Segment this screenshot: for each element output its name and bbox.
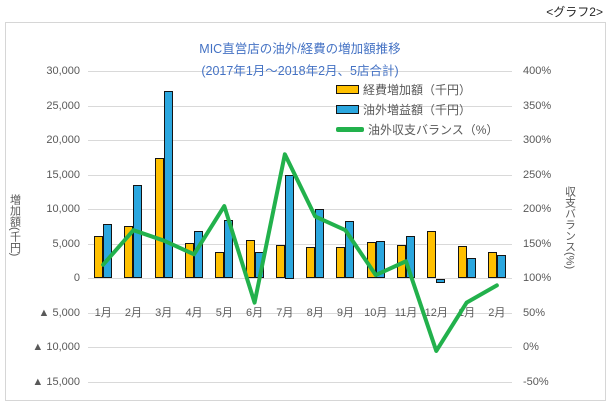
expense-increase-bar (306, 246, 316, 279)
nonfuel-profit-bar (496, 255, 506, 279)
legend-item: 油外増益額（千円） (336, 100, 471, 118)
expense-increase-bar (275, 245, 285, 279)
y-axis-right-tick: 50% (523, 306, 546, 319)
gridline (88, 209, 512, 210)
gridline (88, 347, 512, 348)
x-axis-category-label: 8月 (306, 307, 324, 319)
x-axis-category-label: 3月 (155, 307, 173, 319)
y-axis-right-title: 収支バランス(%) (563, 185, 576, 270)
nonfuel-profit-bar (315, 208, 325, 279)
expense-increase-bar (94, 235, 104, 279)
nonfuel-profit-bar (406, 235, 415, 279)
y-axis-right-tick: 250% (523, 168, 552, 181)
expense-increase-bar (397, 244, 406, 279)
y-axis-right-tick: 300% (523, 134, 552, 146)
y-axis-right-tick: -50% (523, 375, 549, 388)
expense-increase-bar (215, 251, 225, 279)
nonfuel-profit-bar (284, 175, 294, 279)
x-axis-category-label: 7月 (276, 307, 294, 319)
y-axis-left-tick: ▲ 5,000 (38, 306, 80, 319)
y-axis-left-tick: 10,000 (46, 203, 80, 215)
y-axis-left-tick: 0 (73, 272, 80, 284)
expense-increase-bar (427, 230, 437, 279)
gridline (88, 140, 512, 141)
x-axis-category-label: 1月 (458, 307, 476, 319)
x-axis-category-label: 12月 (424, 307, 448, 319)
nonfuel-profit-bar (345, 220, 355, 279)
nonfuel-profit-bar (163, 90, 173, 279)
nonfuel-profit-bar (375, 240, 385, 279)
x-axis-category-label: 9月 (336, 307, 354, 319)
nonfuel-profit-bar (103, 223, 113, 279)
nonfuel-profit-bar (224, 219, 234, 279)
y-axis-left-tick: 30,000 (46, 65, 80, 77)
nonfuel-profit-bar (133, 185, 143, 279)
x-axis-category-label: 2月 (488, 307, 506, 319)
y-axis-left-tick: 25,000 (46, 99, 80, 112)
nonfuel-profit-bar (194, 230, 203, 279)
expense-increase-bar (366, 241, 376, 279)
nonfuel-profit-bar (254, 252, 264, 279)
y-axis-right-tick: 100% (523, 272, 552, 284)
x-axis-category-label: 10月 (364, 307, 388, 319)
legend-label: 油外収支バランス（%） (368, 122, 499, 137)
chart-title: MIC直営店の油外/経費の増加額推移 (199, 42, 401, 56)
y-axis-right-tick: 200% (523, 203, 552, 215)
gridline (88, 71, 512, 72)
legend-label: 経費増加額（千円） (363, 82, 472, 97)
legend-bar-swatch-icon (336, 104, 359, 114)
gridline (88, 174, 512, 176)
x-axis-category-label: 11月 (394, 307, 418, 319)
y-axis-left-title: 増加額(千円) (8, 193, 21, 257)
expense-increase-bar (487, 252, 497, 279)
expense-increase-bar (245, 239, 255, 279)
y-axis-left-tick: ▲ 10,000 (32, 341, 80, 353)
legend-label: 油外増益額（千円） (363, 102, 472, 117)
x-axis-category-label: 4月 (185, 307, 203, 319)
gridline (88, 381, 512, 383)
gridline (88, 278, 512, 279)
expense-increase-bar (457, 246, 467, 279)
expense-increase-bar (185, 242, 194, 279)
legend-item: 油外収支バランス（%） (336, 120, 498, 138)
y-axis-right-tick: 0% (523, 341, 539, 353)
gridline (88, 243, 512, 245)
x-axis-category-label: 2月 (124, 307, 142, 319)
y-axis-left-tick: 5,000 (52, 237, 80, 250)
nonfuel-profit-bar (466, 257, 476, 279)
expense-increase-bar (336, 246, 346, 279)
y-axis-right-tick: 150% (523, 237, 552, 250)
nonfuel-profit-bar (436, 278, 446, 283)
chart-frame (5, 22, 606, 401)
x-axis-category-label: 5月 (215, 307, 233, 319)
y-axis-left-tick: ▲ 15,000 (32, 375, 80, 388)
x-axis-category-label: 1月 (94, 307, 112, 319)
chart-subtitle: (2017年1月～2018年2月、5店合計) (201, 64, 399, 78)
legend-item: 経費増加額（千円） (336, 80, 471, 98)
y-axis-right-tick: 350% (523, 99, 552, 112)
y-axis-left-tick: 15,000 (46, 168, 80, 181)
y-axis-left-tick: 20,000 (46, 134, 80, 146)
x-axis-category-label: 6月 (246, 307, 264, 319)
expense-increase-bar (124, 226, 134, 279)
legend-line-swatch-icon (336, 126, 364, 132)
y-axis-right-tick: 400% (523, 65, 552, 77)
expense-increase-bar (154, 158, 164, 279)
graph-number-label: <グラフ2> (546, 5, 603, 19)
legend-bar-swatch-icon (336, 84, 359, 94)
gridline (88, 105, 512, 107)
